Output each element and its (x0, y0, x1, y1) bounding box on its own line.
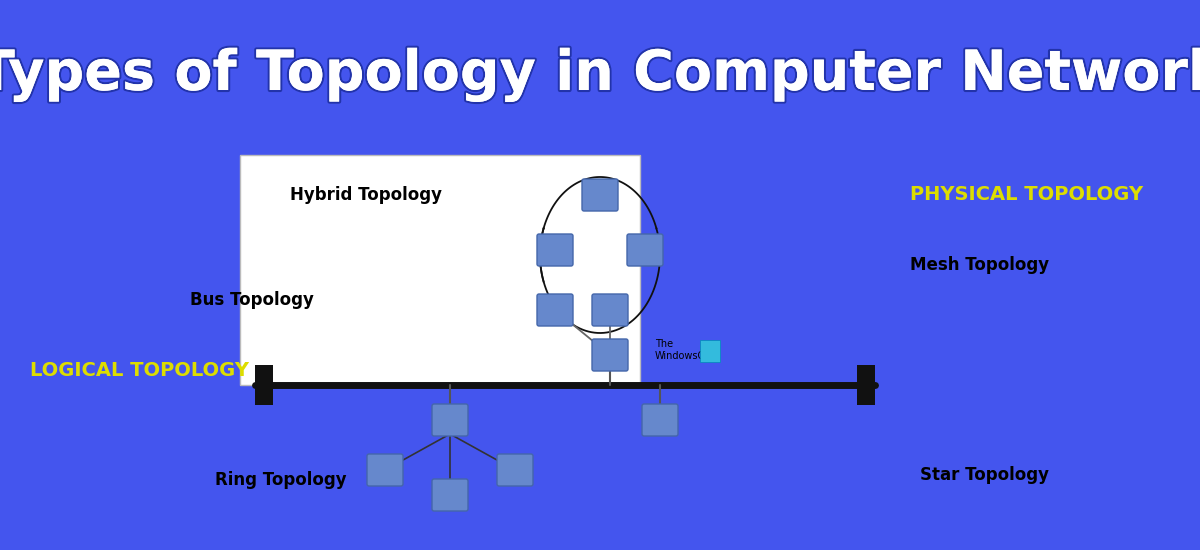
Text: Mesh Topology: Mesh Topology (910, 256, 1049, 274)
Text: Star Topology: Star Topology (920, 466, 1049, 484)
FancyBboxPatch shape (256, 365, 274, 405)
FancyBboxPatch shape (592, 294, 628, 326)
FancyBboxPatch shape (857, 365, 875, 405)
FancyBboxPatch shape (628, 234, 662, 266)
FancyBboxPatch shape (700, 340, 720, 362)
FancyBboxPatch shape (240, 155, 640, 385)
FancyBboxPatch shape (642, 404, 678, 436)
FancyBboxPatch shape (538, 234, 574, 266)
Text: Ring Topology: Ring Topology (215, 471, 347, 489)
Text: Bus Topology: Bus Topology (190, 291, 314, 309)
FancyBboxPatch shape (432, 479, 468, 511)
FancyBboxPatch shape (538, 294, 574, 326)
Text: The
WindowsClub: The WindowsClub (655, 339, 720, 361)
FancyBboxPatch shape (582, 179, 618, 211)
FancyBboxPatch shape (497, 454, 533, 486)
Text: Types of Topology in Computer Network: Types of Topology in Computer Network (0, 48, 1200, 102)
Text: LOGICAL TOPOLOGY: LOGICAL TOPOLOGY (30, 360, 250, 379)
FancyBboxPatch shape (367, 454, 403, 486)
FancyBboxPatch shape (432, 404, 468, 436)
Text: PHYSICAL TOPOLOGY: PHYSICAL TOPOLOGY (910, 185, 1144, 205)
Text: Hybrid Topology: Hybrid Topology (290, 186, 442, 204)
FancyBboxPatch shape (592, 339, 628, 371)
